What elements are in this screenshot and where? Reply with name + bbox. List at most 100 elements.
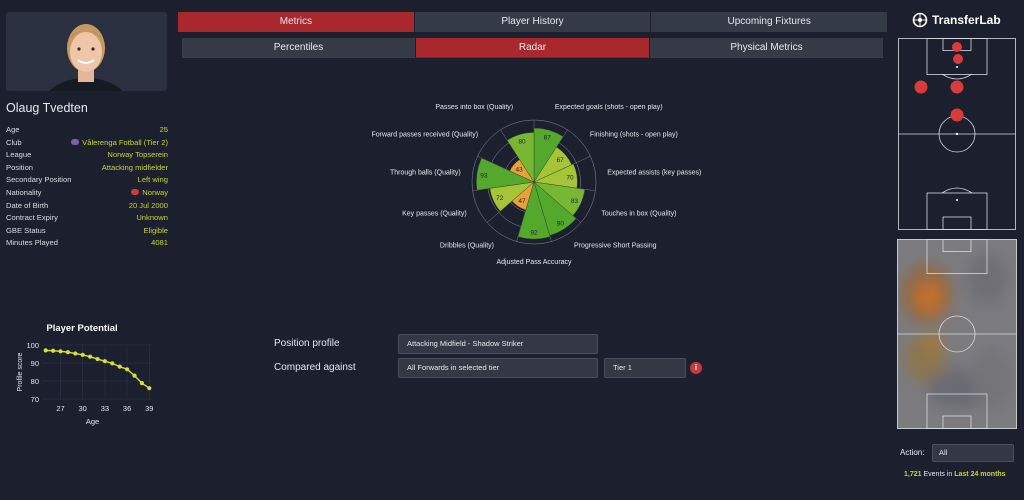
- info-row: Secondary Position Left wing: [6, 174, 168, 187]
- potential-point: [73, 351, 78, 356]
- transferlab-logo-icon: [912, 12, 928, 28]
- info-value-text: Left wing: [137, 175, 168, 185]
- tab-upcoming-fixtures[interactable]: Upcoming Fixtures: [651, 12, 889, 32]
- events-summary: 1,721 Events in Last 24 months: [904, 471, 1006, 478]
- tab-percentiles[interactable]: Percentiles: [182, 38, 416, 58]
- info-row: Age 25: [6, 124, 168, 137]
- radar-value-label: 90: [557, 221, 565, 228]
- info-value-text: 4081: [151, 238, 168, 248]
- compared-against-select[interactable]: All Forwards in selected tier: [398, 358, 598, 378]
- club-badge-icon: [71, 139, 80, 146]
- radar-value-label: 72: [496, 195, 504, 202]
- info-row: Contract Expiry Unknown: [6, 212, 168, 225]
- position-profile-label: Position profile: [274, 338, 340, 349]
- main-tabs: Metrics Player History Upcoming Fixtures: [178, 12, 889, 32]
- info-value-text: Eligible: [143, 225, 168, 235]
- info-value: 25: [160, 124, 168, 137]
- info-value-text: Norway: [142, 187, 168, 197]
- potential-point: [139, 381, 144, 386]
- y-tick-label: 100: [26, 341, 39, 350]
- x-tick-label: 27: [56, 404, 64, 413]
- radar-slice: [476, 157, 535, 191]
- info-value-text: 25: [159, 125, 168, 134]
- y-tick-label: 70: [31, 395, 39, 404]
- tab-physical-metrics[interactable]: Physical Metrics: [650, 38, 884, 58]
- heatmap-pitch: [897, 239, 1017, 429]
- info-value: Left wing: [138, 174, 168, 187]
- radar-category-label: Finishing (shots - open play): [590, 132, 678, 139]
- action-select[interactable]: All: [932, 444, 1014, 462]
- potential-point: [132, 373, 137, 378]
- info-value: Norway: [131, 187, 168, 200]
- x-tick-label: 33: [101, 404, 109, 413]
- potential-title: Player Potential: [46, 323, 117, 334]
- info-key: Minutes Played: [6, 238, 58, 248]
- potential-point: [125, 367, 130, 372]
- radar-value-label: 67: [556, 157, 564, 164]
- tier-select[interactable]: Tier 1: [604, 358, 686, 378]
- radar-category-label: Forward passes received (Quality): [371, 132, 478, 139]
- potential-point: [58, 349, 63, 354]
- potential-point: [43, 348, 48, 353]
- info-value-text: 20 Jul 2000: [128, 200, 168, 210]
- player-photo: [6, 12, 167, 91]
- info-row: Position Attacking midfielder: [6, 162, 168, 175]
- potential-point: [80, 352, 85, 357]
- potential-point: [51, 348, 56, 353]
- tab-radar[interactable]: Radar: [416, 38, 650, 58]
- info-value: Eligible: [144, 225, 168, 238]
- info-value: Unknown: [136, 212, 168, 225]
- radar-category-label: Dribbles (Quality): [440, 242, 494, 249]
- info-key: Position: [6, 162, 34, 172]
- info-key: GBE Status: [6, 225, 46, 235]
- info-value-text: Unknown: [136, 213, 168, 223]
- radar-slice: [506, 132, 535, 183]
- potential-point: [110, 361, 115, 366]
- events-text: Events in: [923, 471, 953, 478]
- radar-value-label: 87: [544, 134, 552, 141]
- info-key: Nationality: [6, 187, 42, 197]
- info-value-text: Attacking midfielder: [101, 162, 168, 172]
- info-row: Nationality Norway: [6, 187, 168, 200]
- player-panel: Olaug Tvedten Age 25 Club Vålerenga Fotball…: [0, 0, 174, 500]
- radar-category-label: Expected goals (shots - open play): [555, 104, 663, 111]
- info-row: Date of Birth 20 Jul 2000: [6, 200, 168, 213]
- radar-category-label: Key passes (Quality): [402, 211, 467, 218]
- potential-point: [102, 359, 107, 364]
- y-axis-label: Profile score: [17, 352, 24, 391]
- tab-metrics[interactable]: Metrics: [178, 12, 415, 32]
- radar-category-label: Passes into box (Quality): [435, 104, 513, 111]
- radar-category-label: Touches in box (Quality): [601, 211, 676, 218]
- y-tick-label: 80: [31, 377, 39, 386]
- tab-player-history[interactable]: Player History: [414, 12, 652, 32]
- info-icon[interactable]: i: [690, 362, 702, 374]
- potential-point: [95, 356, 100, 362]
- compared-against-label: Compared against: [274, 362, 356, 373]
- info-value-text: Vålerenga Fotball (Tier 2): [82, 137, 168, 147]
- x-tick-label: 39: [145, 404, 153, 413]
- flag-icon: [131, 189, 140, 196]
- info-row: Club Vålerenga Fotball (Tier 2): [6, 137, 168, 150]
- radar-category-label: Progressive Short Passing: [574, 242, 657, 249]
- y-tick-label: 90: [31, 359, 39, 368]
- info-key: Age: [6, 125, 20, 134]
- radar-slice: [517, 181, 551, 240]
- radar-category-label: Through balls (Quality): [390, 169, 461, 176]
- position-profile-select[interactable]: Attacking Midfield - Shadow Striker: [398, 334, 598, 354]
- x-tick-label: 30: [79, 404, 87, 413]
- info-value: 20 Jul 2000: [129, 200, 168, 213]
- info-key: Secondary Position: [6, 175, 72, 185]
- player-name: Olaug Tvedten: [6, 101, 88, 115]
- player-potential-chart: Player Potential 70 80 90 100 27 30 33 36 39 Age Pr…: [10, 318, 170, 438]
- potential-point: [88, 354, 93, 359]
- radar-value-label: 70: [566, 174, 574, 181]
- radar-value-label: 92: [530, 230, 538, 237]
- action-label: Action:: [900, 448, 925, 457]
- radar-category-label: Expected assists (key passes): [607, 169, 701, 176]
- info-value-text: Norway Topserein: [107, 150, 168, 160]
- radar-chart: 87 67 70 83 90 92 47 72 93 43 80 Expected goals (sh…: [340, 104, 730, 282]
- radar-value-label: 80: [518, 139, 526, 146]
- radar-value-label: 83: [571, 198, 579, 205]
- radar-slice: [533, 127, 564, 183]
- potential-point: [147, 386, 152, 391]
